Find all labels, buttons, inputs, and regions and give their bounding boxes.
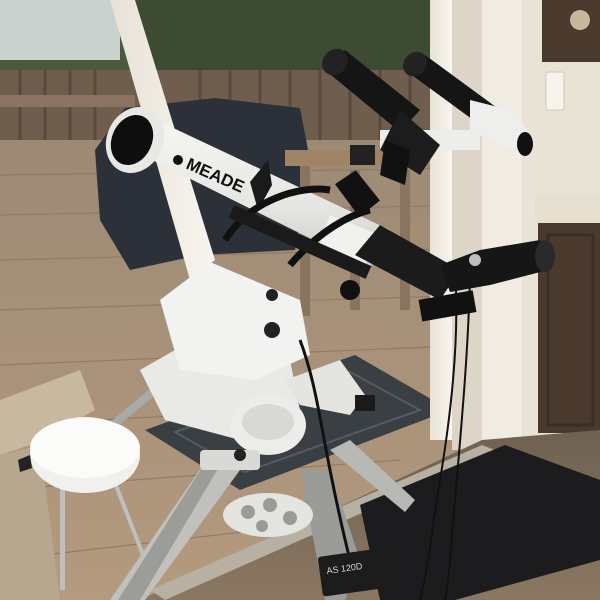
focuser-assembly <box>340 225 555 322</box>
sky-patch <box>0 0 120 60</box>
finder-scopes <box>322 48 535 185</box>
countertop <box>535 195 600 223</box>
light-switch <box>545 71 565 111</box>
finder-scope-right-eyepiece <box>403 51 427 77</box>
cabinet-door <box>546 233 595 427</box>
counterweight-assembly <box>18 386 158 493</box>
mount-controller: AS 120D <box>317 547 393 597</box>
finder-scope-left-eyepiece <box>322 48 348 76</box>
controller-cable <box>298 339 352 561</box>
chair <box>0 370 147 600</box>
objective-lens-opening <box>110 114 154 166</box>
ornament-figure <box>570 10 590 30</box>
power-cable <box>419 269 458 600</box>
power-cable-2 <box>444 259 471 600</box>
door-trim <box>482 0 522 440</box>
tree-foliage <box>130 0 480 90</box>
dovetail-bar <box>228 205 372 279</box>
tube-rings <box>222 170 380 268</box>
accessory-tray <box>223 493 313 537</box>
indoor-black-mat <box>360 445 600 600</box>
equatorial-mount <box>140 262 375 470</box>
upper-cabinet <box>542 0 600 62</box>
tripod <box>110 440 415 600</box>
brand-logo-icon <box>173 155 183 165</box>
